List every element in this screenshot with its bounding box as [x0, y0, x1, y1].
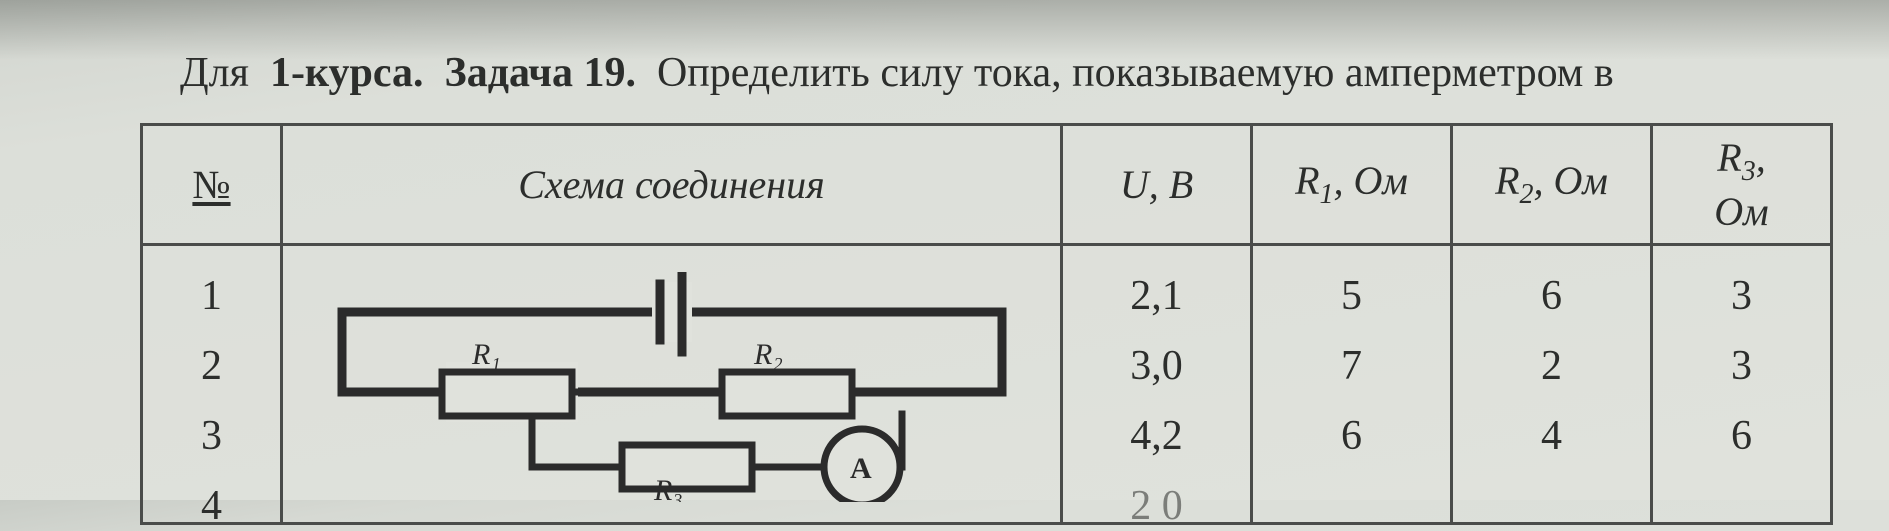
th-num-text: №: [192, 162, 230, 207]
label-r2: R₂: [753, 338, 783, 371]
r1-stack: 5 7 6: [1259, 254, 1444, 514]
u-val: 3,0: [1130, 342, 1183, 390]
row-num: 1: [201, 272, 222, 320]
th-scheme: Схема соединения: [282, 124, 1062, 244]
r1-val: 7: [1341, 342, 1362, 390]
th-r3-text: R3,Ом: [1714, 135, 1768, 234]
resistor-r3-box: [622, 445, 752, 489]
th-scheme-text: Схема соединения: [518, 162, 825, 207]
label-ammeter: A: [850, 452, 872, 485]
cell-numbers: 1 2 3 4: [142, 244, 282, 523]
u-val: 2 0: [1130, 482, 1183, 530]
r3-val: 3: [1731, 272, 1752, 320]
r1-val: 5: [1341, 272, 1362, 320]
numbers-stack: 1 2 3 4: [149, 254, 274, 514]
heading-course: 1-курса.: [270, 50, 424, 96]
resistor-r1-border: [442, 372, 572, 416]
row-num: 2: [201, 342, 222, 390]
r3-val: 3: [1731, 342, 1752, 390]
th-u: U, В: [1062, 124, 1252, 244]
table-wrap: № Схема соединения U, В R1, Ом R2, Ом R3…: [140, 123, 1849, 525]
cell-r1: 5 7 6: [1252, 244, 1452, 523]
cell-u: 2,1 3,0 4,2 2 0: [1062, 244, 1252, 523]
r1-val: 6: [1341, 412, 1362, 460]
th-num: №: [142, 124, 282, 244]
r3-stack: 3 3 6: [1659, 254, 1824, 514]
u-val: 4,2: [1130, 412, 1183, 460]
label-r1: R₁: [471, 338, 501, 371]
th-r1-text: R1, Ом: [1295, 158, 1408, 203]
th-r2: R2, Ом: [1452, 124, 1652, 244]
row-num: 3: [201, 412, 222, 460]
u-val: 2,1: [1130, 272, 1183, 320]
r2-val: 2: [1541, 342, 1562, 390]
r2-val: 6: [1541, 272, 1562, 320]
r2-stack: 6 2 4: [1459, 254, 1644, 514]
table-header-row: № Схема соединения U, В R1, Ом R2, Ом R3…: [142, 124, 1832, 244]
th-r2-text: R2, Ом: [1495, 158, 1608, 203]
table-body-row: 1 2 3 4: [142, 244, 1832, 523]
heading-prefix: Для: [180, 50, 249, 96]
r3-val: 6: [1731, 412, 1752, 460]
resistor-r2-border: [722, 372, 852, 416]
th-r1: R1, Ом: [1252, 124, 1452, 244]
row-num: 4: [201, 482, 222, 530]
r2-val: 4: [1541, 412, 1562, 460]
data-table: № Схема соединения U, В R1, Ом R2, Ом R3…: [140, 123, 1833, 525]
problem-heading: Для 1-курса. Задача 19. Определить силу …: [180, 46, 1849, 101]
cell-r2: 6 2 4: [1452, 244, 1652, 523]
page: Для 1-курса. Задача 19. Определить силу …: [0, 0, 1889, 525]
cell-r3: 3 3 6: [1652, 244, 1832, 523]
th-r3: R3,Ом: [1652, 124, 1832, 244]
heading-tail: Определить силу тока, показываемую ампер…: [657, 50, 1614, 96]
circuit-diagram: R₁ R₂ R₃ A: [302, 272, 1042, 502]
cell-scheme: R₁ R₂ R₃ A: [282, 244, 1062, 523]
heading-task-label: Задача 19.: [445, 50, 636, 96]
bottom-crop: [0, 494, 1889, 500]
th-u-text: U, В: [1120, 162, 1193, 207]
u-stack: 2,1 3,0 4,2 2 0: [1069, 254, 1244, 514]
